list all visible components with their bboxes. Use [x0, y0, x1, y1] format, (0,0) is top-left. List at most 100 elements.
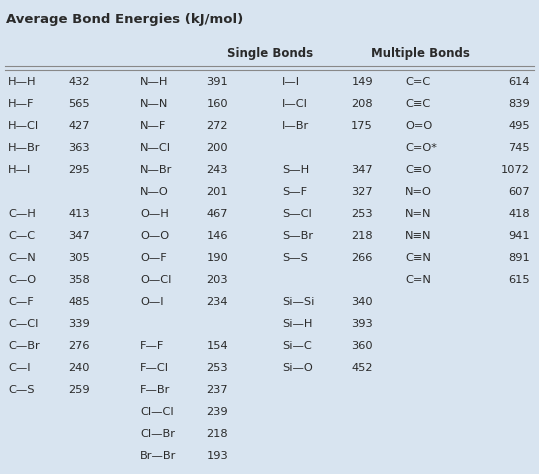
Text: N—Br: N—Br	[140, 165, 172, 175]
Text: 941: 941	[508, 231, 530, 241]
Text: C—C: C—C	[8, 231, 35, 241]
Text: C—F: C—F	[8, 297, 34, 307]
Text: C—S: C—S	[8, 385, 34, 395]
Text: 452: 452	[351, 363, 373, 373]
Text: 160: 160	[206, 99, 228, 109]
Text: 295: 295	[68, 165, 90, 175]
Text: C—I: C—I	[8, 363, 31, 373]
Text: C—N: C—N	[8, 253, 36, 263]
Text: Si—Si: Si—Si	[282, 297, 314, 307]
Text: 339: 339	[68, 319, 90, 329]
Text: 234: 234	[206, 297, 228, 307]
Text: Cl—Cl: Cl—Cl	[140, 407, 174, 417]
Text: 745: 745	[508, 143, 530, 153]
Text: 565: 565	[68, 99, 90, 109]
Text: 427: 427	[68, 121, 90, 131]
Text: H—I: H—I	[8, 165, 31, 175]
Text: H—Br: H—Br	[8, 143, 40, 153]
Text: F—F: F—F	[140, 341, 164, 351]
Text: 201: 201	[206, 187, 228, 197]
Text: O—F: O—F	[140, 253, 167, 263]
Text: O—H: O—H	[140, 209, 169, 219]
Text: 327: 327	[351, 187, 373, 197]
Text: 614: 614	[508, 77, 530, 87]
Text: 391: 391	[206, 77, 228, 87]
Text: 1072: 1072	[501, 165, 530, 175]
Text: 243: 243	[206, 165, 228, 175]
Text: H—H: H—H	[8, 77, 37, 87]
Text: 272: 272	[206, 121, 228, 131]
Text: C≡N: C≡N	[405, 253, 431, 263]
Text: Si—O: Si—O	[282, 363, 313, 373]
Text: 432: 432	[68, 77, 90, 87]
Text: Single Bonds: Single Bonds	[227, 47, 313, 61]
Text: 393: 393	[351, 319, 373, 329]
Text: C=C: C=C	[405, 77, 430, 87]
Text: I—I: I—I	[282, 77, 300, 87]
Text: 146: 146	[206, 231, 228, 241]
Text: 363: 363	[68, 143, 90, 153]
Text: 495: 495	[508, 121, 530, 131]
Text: 253: 253	[206, 363, 228, 373]
Text: C—Br: C—Br	[8, 341, 40, 351]
Text: O—O: O—O	[140, 231, 169, 241]
Text: 240: 240	[68, 363, 90, 373]
Text: N≡N: N≡N	[405, 231, 432, 241]
Text: S—S: S—S	[282, 253, 308, 263]
Text: F—Br: F—Br	[140, 385, 170, 395]
Text: H—Cl: H—Cl	[8, 121, 39, 131]
Text: 340: 340	[351, 297, 373, 307]
Text: C—Cl: C—Cl	[8, 319, 38, 329]
Text: 266: 266	[351, 253, 373, 263]
Text: C—O: C—O	[8, 275, 36, 285]
Text: C=O*: C=O*	[405, 143, 437, 153]
Text: S—H: S—H	[282, 165, 309, 175]
Text: 413: 413	[68, 209, 90, 219]
Text: S—F: S—F	[282, 187, 307, 197]
Text: 253: 253	[351, 209, 373, 219]
Text: Average Bond Energies (kJ/mol): Average Bond Energies (kJ/mol)	[6, 12, 244, 26]
Text: S—Br: S—Br	[282, 231, 313, 241]
Text: I—Cl: I—Cl	[282, 99, 308, 109]
Text: 239: 239	[206, 407, 228, 417]
Text: 418: 418	[508, 209, 530, 219]
Text: H—F: H—F	[8, 99, 34, 109]
Text: 607: 607	[508, 187, 530, 197]
Text: N—O: N—O	[140, 187, 169, 197]
Text: O—Cl: O—Cl	[140, 275, 171, 285]
Text: 154: 154	[206, 341, 228, 351]
Text: C=N: C=N	[405, 275, 431, 285]
Text: N—H: N—H	[140, 77, 169, 87]
Text: 615: 615	[508, 275, 530, 285]
Text: Br—Br: Br—Br	[140, 451, 176, 461]
Text: S—Cl: S—Cl	[282, 209, 312, 219]
Text: O—I: O—I	[140, 297, 164, 307]
Text: 485: 485	[68, 297, 90, 307]
Text: 259: 259	[68, 385, 90, 395]
Text: N—Cl: N—Cl	[140, 143, 171, 153]
Text: Multiple Bonds: Multiple Bonds	[371, 47, 470, 61]
Text: N—N: N—N	[140, 99, 168, 109]
Text: 467: 467	[206, 209, 228, 219]
Text: 347: 347	[351, 165, 373, 175]
Text: N—F: N—F	[140, 121, 167, 131]
Text: C≡O: C≡O	[405, 165, 431, 175]
Text: 358: 358	[68, 275, 90, 285]
Text: O=O: O=O	[405, 121, 432, 131]
Text: C≡C: C≡C	[405, 99, 430, 109]
Text: 208: 208	[351, 99, 373, 109]
Text: 200: 200	[206, 143, 228, 153]
Text: 190: 190	[206, 253, 228, 263]
Text: 175: 175	[351, 121, 373, 131]
Text: Cl—Br: Cl—Br	[140, 429, 175, 439]
Text: F—Cl: F—Cl	[140, 363, 169, 373]
Text: C—H: C—H	[8, 209, 36, 219]
Text: 237: 237	[206, 385, 228, 395]
Text: I—Br: I—Br	[282, 121, 309, 131]
Text: 218: 218	[351, 231, 373, 241]
Text: 347: 347	[68, 231, 90, 241]
Text: 203: 203	[206, 275, 228, 285]
Text: Si—C: Si—C	[282, 341, 312, 351]
Text: 305: 305	[68, 253, 90, 263]
Text: 193: 193	[206, 451, 228, 461]
